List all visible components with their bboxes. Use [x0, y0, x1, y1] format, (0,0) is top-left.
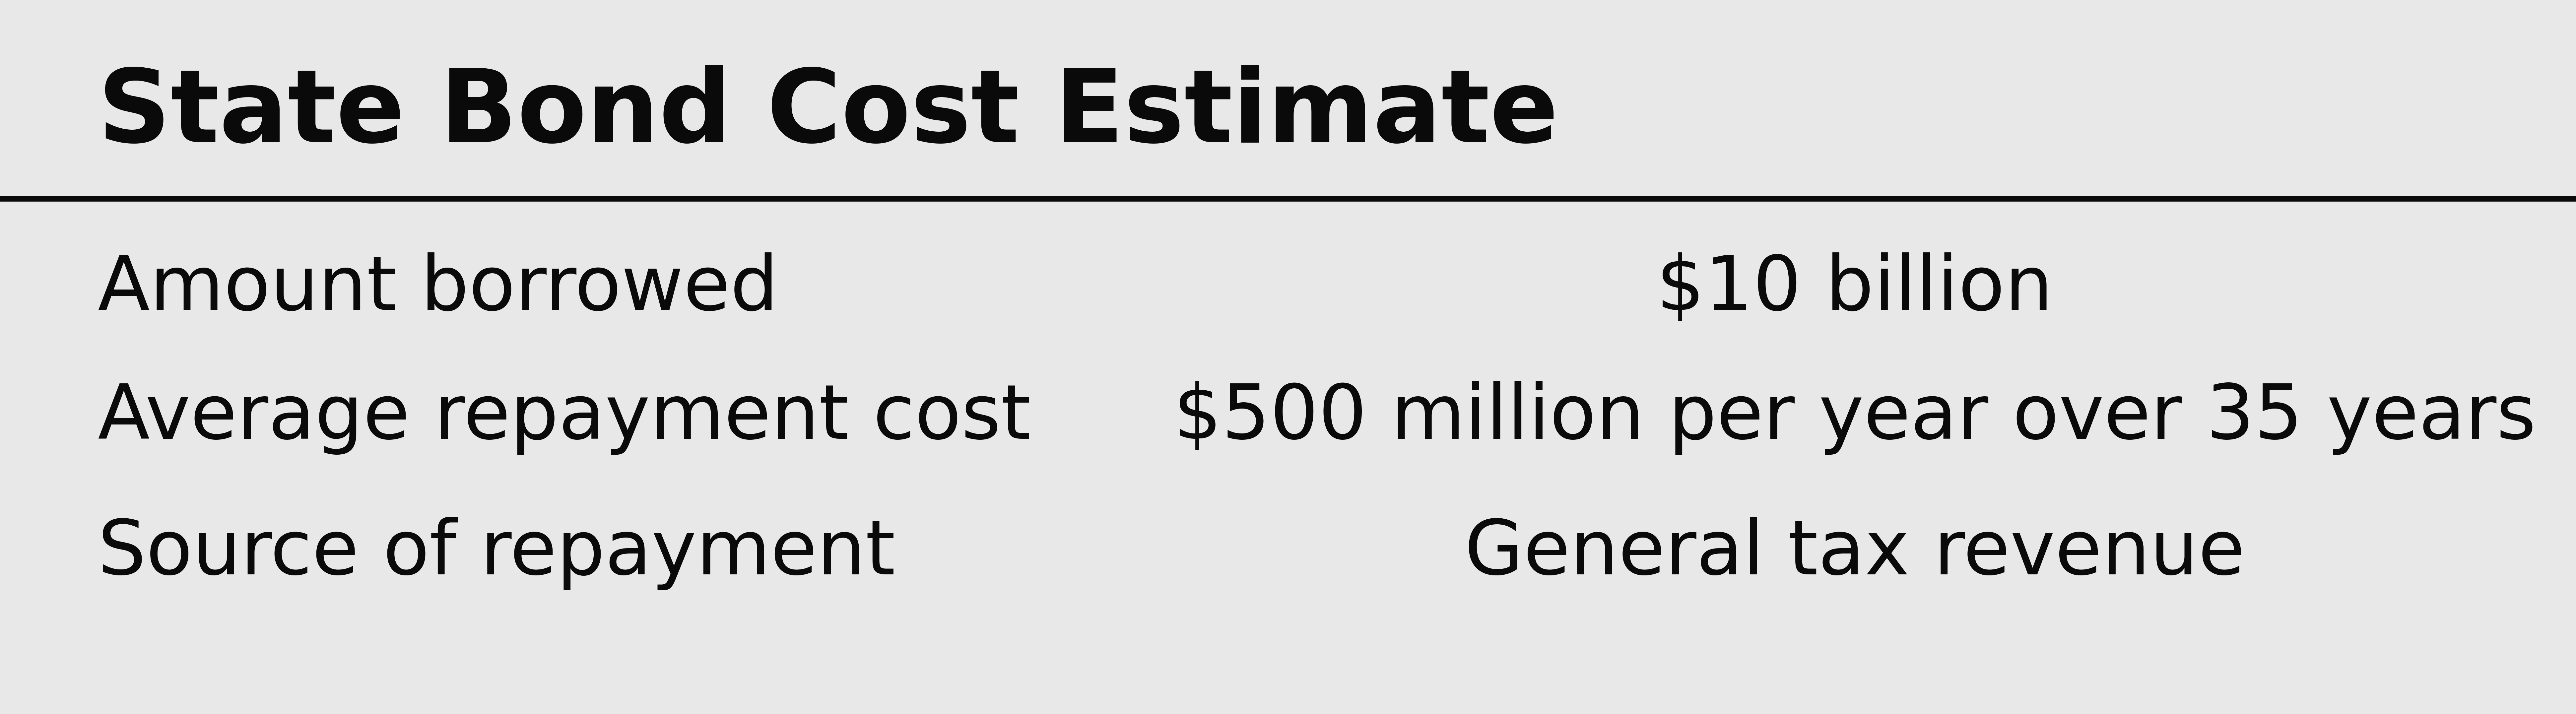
Text: Source of repayment: Source of repayment [98, 516, 896, 590]
Text: State Bond Cost Estimate: State Bond Cost Estimate [98, 65, 1558, 164]
Text: Amount borrowed: Amount borrowed [98, 252, 778, 326]
Text: Average repayment cost: Average repayment cost [98, 381, 1030, 455]
Text: General tax revenue: General tax revenue [1466, 516, 2244, 590]
Text: $10 billion: $10 billion [1656, 252, 2053, 326]
Text: $500 million per year over 35 years: $500 million per year over 35 years [1175, 381, 2535, 455]
